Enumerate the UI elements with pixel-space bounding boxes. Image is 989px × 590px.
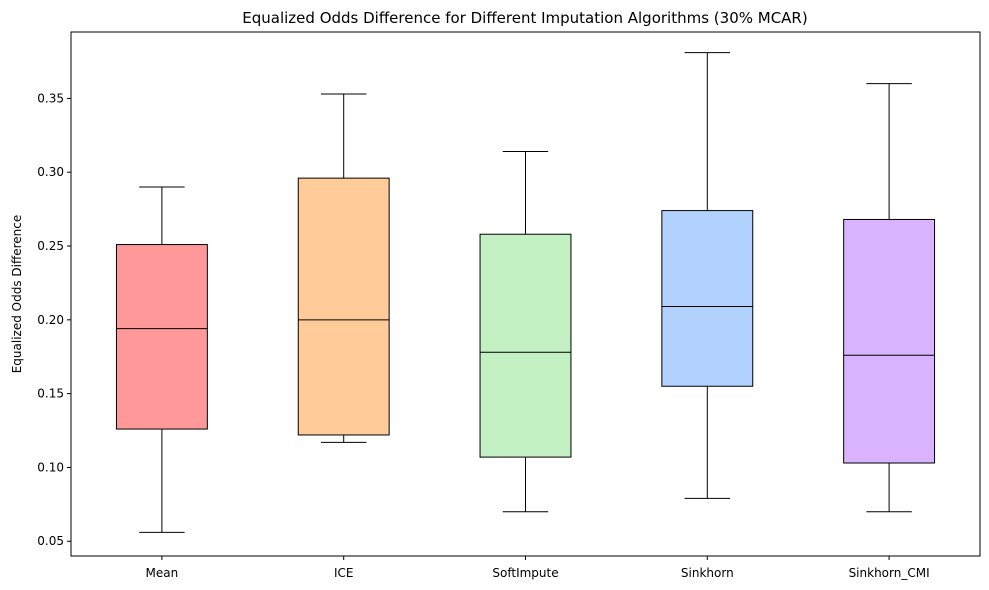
x-tick-label: SoftImpute xyxy=(492,566,558,580)
plot-area: 0.05 0.10 0.15 0.20 0.25 0.30 0.35 Mean ICE SoftI… xyxy=(37,52,936,580)
x-tick-label: Mean xyxy=(146,566,179,580)
chart-title: Equalized Odds Difference for Different … xyxy=(242,9,807,27)
x-tick-label: ICE xyxy=(334,566,354,580)
y-tick-label: 0.15 xyxy=(37,387,64,401)
y-tick-label: 0.30 xyxy=(37,165,64,179)
box xyxy=(661,210,754,387)
box xyxy=(843,218,936,464)
plot-frame xyxy=(70,31,981,557)
x-tick-label: Sinkhorn xyxy=(681,566,734,580)
box xyxy=(479,233,572,458)
x-tick-label: Sinkhorn_CMI xyxy=(849,566,930,580)
box xyxy=(297,177,390,436)
y-tick-label: 0.05 xyxy=(37,534,64,548)
y-tick-label: 0.35 xyxy=(37,91,64,105)
y-tick-label: 0.25 xyxy=(37,239,64,253)
y-axis-label: Equalized Odds Difference xyxy=(10,215,24,374)
y-tick-label: 0.10 xyxy=(37,460,64,474)
box xyxy=(115,244,208,430)
y-tick-label: 0.20 xyxy=(37,313,64,327)
